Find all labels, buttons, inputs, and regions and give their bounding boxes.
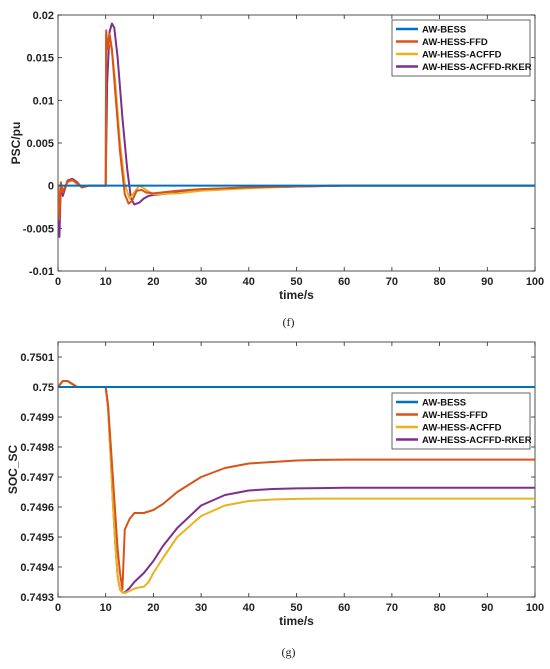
y-tick-label: 0.7501 <box>20 352 54 364</box>
legend-label: AW-BESS <box>422 398 466 409</box>
x-tick-label: 70 <box>386 602 398 614</box>
x-tick-label: 80 <box>433 602 445 614</box>
legend-label: AW-HESS-ACFFD-RKER <box>422 435 532 446</box>
x-tick-label: 0 <box>55 276 61 288</box>
x-tick-label: 20 <box>147 602 159 614</box>
y-tick-label: 0.7499 <box>20 412 54 424</box>
chart-panel-f: 0 10 20 30 40 50 60 70 80 90 100 -0.01 -0.005 0 0.005 0… <box>9 10 544 329</box>
legend-label: AW-HESS-ACFFD <box>422 423 502 434</box>
legend-label: AW-HESS-FFD <box>422 37 488 48</box>
x-axis-label: time/s <box>279 614 314 628</box>
x-tick-label: 90 <box>481 602 493 614</box>
y-tick-label: -0.01 <box>29 266 54 278</box>
x-tick-label: 60 <box>338 602 350 614</box>
x-tick-label: 40 <box>243 276 255 288</box>
plot-area <box>57 341 536 598</box>
x-tick-label: 30 <box>195 602 207 614</box>
x-tick-label: 10 <box>100 602 112 614</box>
y-tick-label: 0.015 <box>26 53 54 65</box>
chart-panel-g: 0 10 20 30 40 50 60 70 80 90 100 0.7493 0.7494 0.7495… <box>6 341 544 659</box>
y-tick-label: -0.005 <box>23 223 54 235</box>
y-tick-label: 0.7495 <box>20 532 54 544</box>
legend-label: AW-BESS <box>422 25 466 36</box>
legend-label: AW-HESS-ACFFD <box>422 50 502 61</box>
x-tick-label: 80 <box>433 276 445 288</box>
figure-caption: (g) <box>282 645 296 659</box>
x-tick-label: 70 <box>386 276 398 288</box>
x-tick-label: 60 <box>338 276 350 288</box>
x-tick-label: 100 <box>526 276 544 288</box>
y-axis-label: SOC_SC <box>6 444 20 494</box>
x-tick-label: 30 <box>195 276 207 288</box>
y-tick-label: 0.7494 <box>20 562 55 574</box>
series-line-aw-hess-ffd <box>58 29 535 221</box>
y-tick-label: 0.7498 <box>20 442 54 454</box>
y-tick-label: 0.75 <box>33 382 54 394</box>
x-tick-label: 90 <box>481 276 493 288</box>
y-tick-label: 0.7493 <box>20 592 54 604</box>
y-tick-label: 0.7497 <box>20 472 54 484</box>
x-tick-label: 100 <box>526 602 544 614</box>
y-axis-label: PSC/pu <box>9 122 23 165</box>
y-tick-label: 0.02 <box>33 10 54 22</box>
x-tick-label: 0 <box>55 602 61 614</box>
y-tick-label: 0.01 <box>33 95 54 107</box>
x-tick-label: 10 <box>100 276 112 288</box>
y-tick-label: 0.005 <box>26 138 54 150</box>
series-group <box>58 380 535 595</box>
legend-label: AW-HESS-ACFFD-RKER <box>422 62 532 73</box>
x-tick-label: 50 <box>290 602 302 614</box>
figure-caption: (f) <box>283 315 295 329</box>
legend-label: AW-HESS-FFD <box>422 410 488 421</box>
series-group <box>58 22 535 238</box>
x-axis-label: time/s <box>279 288 314 302</box>
x-tick-label: 40 <box>243 602 255 614</box>
x-tick-label: 50 <box>290 276 302 288</box>
y-tick-label: 0 <box>48 181 54 193</box>
y-tick-label: 0.7496 <box>20 502 54 514</box>
x-tick-label: 20 <box>147 276 159 288</box>
